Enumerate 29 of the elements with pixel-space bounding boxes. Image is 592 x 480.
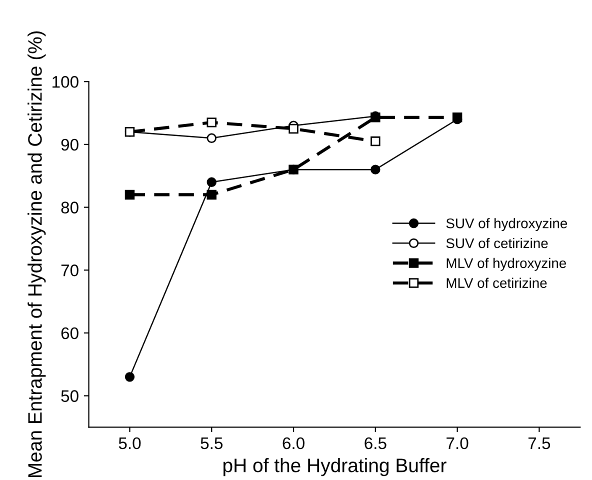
y-tick-label: 60 <box>61 327 78 340</box>
y-tick-label: 70 <box>61 264 78 276</box>
legend-label: SUV of cetirizine <box>446 238 548 248</box>
x-tick-label: 5.5 <box>200 438 223 450</box>
y-tick-label: 80 <box>61 202 78 214</box>
x-tick-label: 6.0 <box>282 437 304 450</box>
point <box>124 372 135 382</box>
y-tick-label: 90 <box>61 138 78 151</box>
x-tick-label: 6.5 <box>364 437 386 450</box>
point <box>124 190 135 200</box>
point <box>206 118 216 128</box>
point <box>370 136 380 146</box>
point <box>206 133 216 144</box>
point <box>206 177 216 187</box>
x-tick-label: 5.0 <box>118 437 141 450</box>
y-axis-title: Mean Entrapment of Hydroxyzine and Cetirizine (%) <box>28 31 46 478</box>
point <box>288 124 298 134</box>
x-tick-label: 7.5 <box>528 438 550 450</box>
x-tick-label: 7.0 <box>446 437 468 450</box>
legend-label: SUV of hydroxyzine <box>446 218 568 232</box>
point <box>206 190 216 200</box>
x-axis-title: pH of the Hydrating Buffer <box>224 458 446 476</box>
point <box>370 164 380 174</box>
legend-label: MLV of hydroxyzine <box>446 258 566 271</box>
point <box>124 127 135 137</box>
point <box>288 164 298 174</box>
y-tick-label: 50 <box>61 390 78 402</box>
y-tick-label: 100 <box>52 76 78 88</box>
legend-label: MLV of cetirizine <box>446 278 547 288</box>
